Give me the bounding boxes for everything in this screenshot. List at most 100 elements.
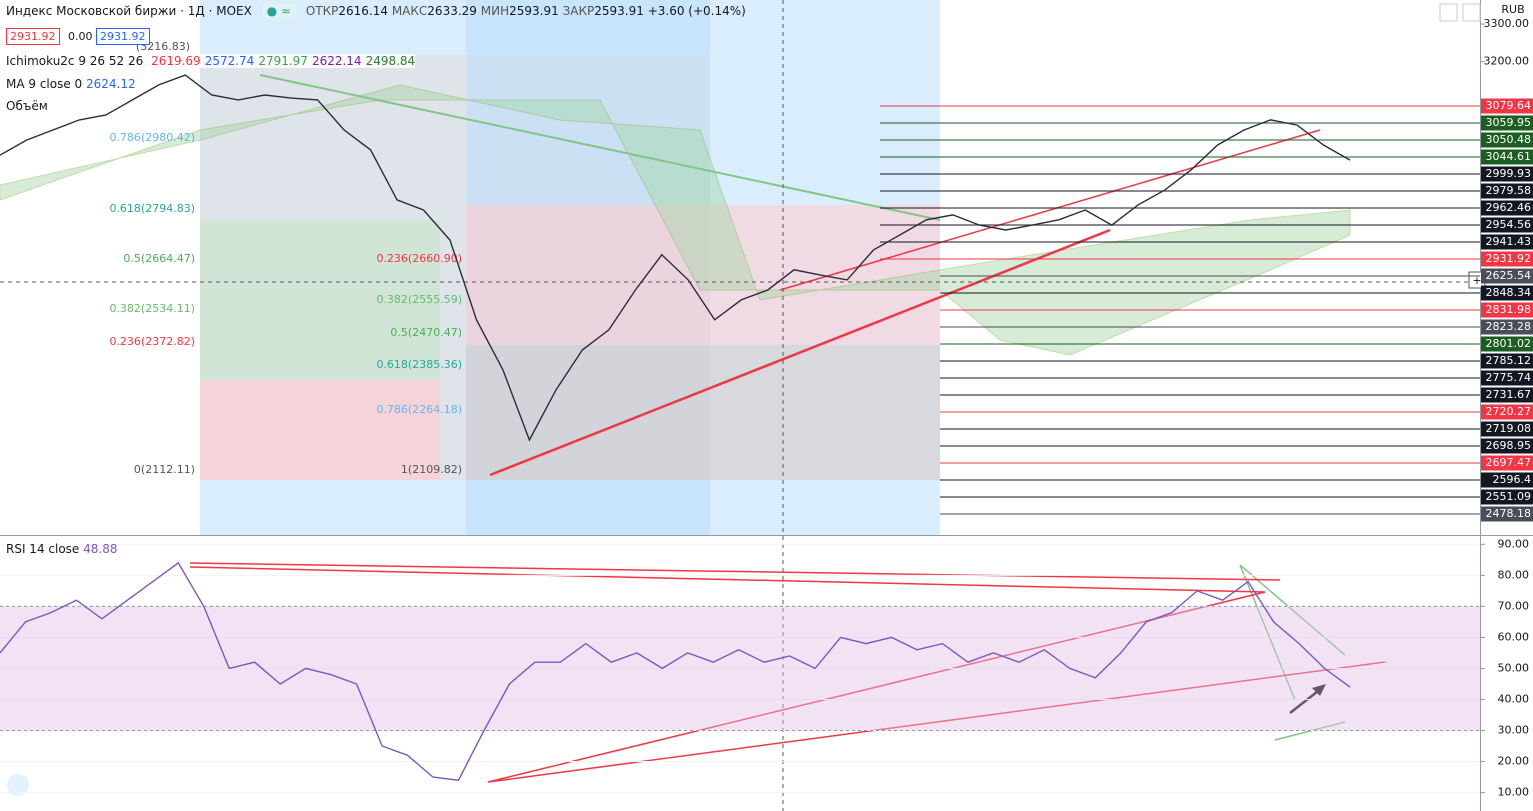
level-label: 2831.98 <box>1486 303 1532 316</box>
level-label: 2697.47 <box>1486 456 1532 469</box>
scroll-button[interactable] <box>1439 3 1458 22</box>
level-label: 2731.67 <box>1486 388 1532 401</box>
level-label: 2823.28 <box>1486 320 1532 333</box>
fib-label: 1(2109.82) <box>401 463 462 476</box>
arrow-head <box>1312 684 1326 696</box>
trend-line <box>1239 564 1296 701</box>
fib-label: 0.236(2372.82) <box>109 335 195 348</box>
y-tick-label: 30.00 <box>1498 724 1530 737</box>
fib-label: 0.382(2555.59) <box>376 293 462 306</box>
indicator-legend: MA 9 close 0 2624.12 <box>6 77 136 91</box>
level-badge <box>1481 353 1533 369</box>
indicator-legend: Ichimoku2c 9 26 52 26 2619.69 2572.74 2791… <box>6 54 416 68</box>
fullscreen-button[interactable] <box>1462 3 1481 22</box>
fib-label: 0.236(2660.90) <box>376 252 462 265</box>
level-badge <box>1481 455 1533 471</box>
level-label: 2625.54 <box>1486 269 1532 282</box>
ichimoku-cloud <box>0 84 1351 356</box>
indicator-value: 48.88 <box>83 542 118 556</box>
trend-line <box>489 228 1111 477</box>
fib-label: 0.786(2980.42) <box>109 131 195 144</box>
y-tick-label: 3300.00 <box>1484 17 1530 30</box>
fib-label: 0(2112.11) <box>134 463 195 476</box>
level-label: 2979.58 <box>1486 184 1532 197</box>
level-badge <box>1481 200 1533 216</box>
level-label: 2551.09 <box>1486 490 1532 503</box>
fib-label: 0.382(2534.11) <box>109 302 195 315</box>
rsi-band <box>0 606 1480 731</box>
change: +3.60 (+0.14%) <box>647 4 746 18</box>
ohlc-value: 2593.91 <box>509 4 559 18</box>
level-label: 3050.48 <box>1486 133 1532 146</box>
indicator-name: Объём <box>6 99 48 113</box>
level-badge <box>1481 115 1533 131</box>
level-badge <box>1481 302 1533 318</box>
indicator-legend: RSI 14 close 48.88 <box>6 542 118 556</box>
level-badge <box>1481 251 1533 267</box>
level-badge <box>1481 404 1533 420</box>
indicator-value: 2619.69 <box>151 54 201 68</box>
level-badge <box>1481 132 1533 148</box>
level-badge <box>1481 472 1533 488</box>
level-label: 3079.64 <box>1486 99 1532 112</box>
add-icon[interactable]: + <box>1472 274 1481 287</box>
fib-zone <box>466 345 940 480</box>
level-badge <box>1481 217 1533 233</box>
logo <box>7 774 29 796</box>
fib-label: 0.618(2385.36) <box>376 358 462 371</box>
level-label: 2596.4 <box>1493 473 1532 486</box>
indicator-legend: Объём <box>6 99 48 113</box>
ohlc-label: МАКС <box>391 4 428 18</box>
indicator-name: RSI 14 close <box>6 542 80 556</box>
indicator-value: 2791.97 <box>258 54 308 68</box>
level-badge <box>1481 183 1533 199</box>
ohlc-value: 2593.91 <box>594 4 644 18</box>
sell-button[interactable]: 2931.92 <box>6 28 60 45</box>
level-label: 2775.74 <box>1486 371 1532 384</box>
level-label: 2478.18 <box>1486 507 1532 520</box>
level-badge <box>1481 285 1533 301</box>
ohlc-label: МИН <box>480 4 510 18</box>
level-label: 2801.02 <box>1486 337 1532 350</box>
level-badge <box>1481 489 1533 505</box>
ohlc-value: 2616.14 <box>338 4 388 18</box>
level-badge <box>1481 234 1533 250</box>
series-line <box>0 74 1351 442</box>
fib-label: 0.618(2794.83) <box>109 202 195 215</box>
indicator-value: 2572.74 <box>204 54 255 68</box>
ohlc-label: ОТКР <box>305 4 339 18</box>
level-badge <box>1481 438 1533 454</box>
level-label: 2931.92 <box>1486 252 1532 265</box>
level-badge <box>1481 370 1533 386</box>
y-tick-label: 70.00 <box>1498 599 1530 612</box>
level-badge <box>1481 268 1533 284</box>
level-badge <box>1481 506 1533 522</box>
level-label: 2719.08 <box>1486 422 1532 435</box>
buy-button[interactable]: 2931.92 <box>96 28 150 45</box>
level-label: 2785.12 <box>1486 354 1532 367</box>
indicator-name: MA 9 close 0 <box>6 77 83 91</box>
status: ● ≈ <box>261 4 297 18</box>
header: Индекс Московской биржи · 1Д · MOEX ● ≈ … <box>6 4 746 18</box>
trend-line <box>189 566 1266 593</box>
fib-zone <box>466 205 940 345</box>
level-badge <box>1481 421 1533 437</box>
indicator-value: 2624.12 <box>86 77 136 91</box>
fib-zone <box>200 380 440 480</box>
level-label: 3059.95 <box>1486 116 1532 129</box>
fib-label: 0.5(2664.47) <box>123 252 195 265</box>
indicator-value: 2498.84 <box>365 54 416 68</box>
level-label: 2962.46 <box>1486 201 1532 214</box>
level-badge <box>1481 166 1533 182</box>
fib-zone <box>200 220 440 380</box>
y-tick-label: 90.00 <box>1498 537 1530 550</box>
y-tick-label: 50.00 <box>1498 661 1530 674</box>
level-label: 2848.34 <box>1486 286 1532 299</box>
y-tick-label: 20.00 <box>1498 755 1530 768</box>
spread: 0.00 <box>68 30 93 43</box>
symbol: Индекс Московской биржи · 1Д · MOEX <box>6 4 252 18</box>
y-tick-label: 60.00 <box>1498 630 1530 643</box>
